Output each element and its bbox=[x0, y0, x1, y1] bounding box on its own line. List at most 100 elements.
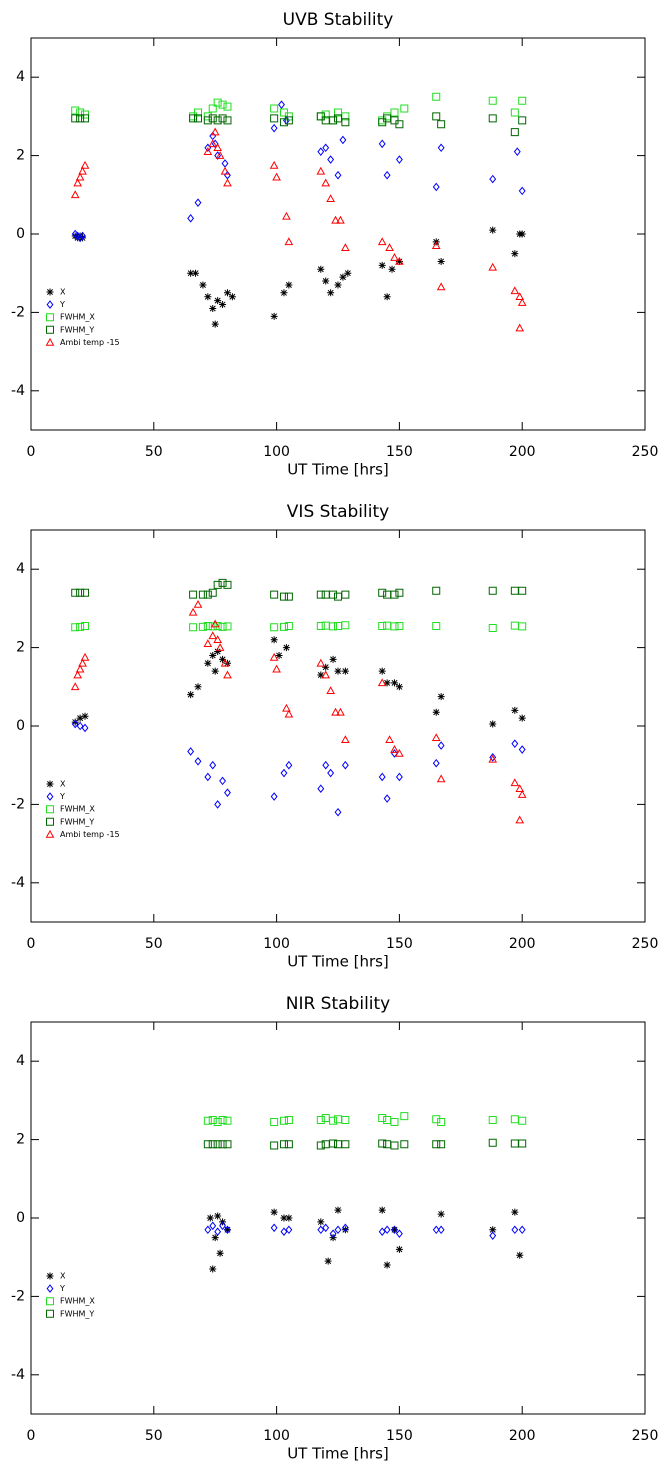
data-point bbox=[510, 1139, 519, 1148]
data-point bbox=[203, 639, 213, 647]
data-point bbox=[329, 116, 338, 125]
data-point bbox=[377, 678, 387, 687]
data-point bbox=[218, 1116, 227, 1124]
data-point bbox=[189, 590, 198, 599]
data-point bbox=[218, 100, 227, 109]
data-point bbox=[215, 643, 225, 651]
data-point bbox=[488, 114, 497, 123]
data-point bbox=[385, 243, 394, 252]
data-point bbox=[269, 652, 279, 661]
data-point bbox=[81, 114, 90, 123]
data-point bbox=[341, 590, 350, 599]
legend-label: Ambi temp -15 bbox=[60, 338, 120, 347]
data-point bbox=[391, 1225, 398, 1235]
legend-marker bbox=[46, 805, 54, 814]
data-point bbox=[223, 102, 232, 111]
data-point bbox=[395, 1229, 403, 1238]
data-point bbox=[383, 621, 392, 630]
data-point bbox=[317, 265, 325, 273]
data-point bbox=[432, 622, 441, 631]
data-point bbox=[187, 214, 195, 223]
legend-marker bbox=[46, 1297, 54, 1306]
data-point bbox=[279, 592, 288, 601]
x-axis-label: UT Time [hrs] bbox=[287, 461, 389, 479]
data-point bbox=[341, 1116, 350, 1124]
data-point bbox=[188, 607, 198, 616]
data-point bbox=[80, 160, 90, 169]
legend-marker bbox=[45, 829, 55, 838]
data-point bbox=[213, 116, 222, 125]
data-point bbox=[213, 1140, 222, 1149]
data-point bbox=[378, 1139, 387, 1148]
data-point bbox=[208, 631, 218, 640]
data-point bbox=[204, 1225, 212, 1235]
x-tick-label: 250 bbox=[632, 444, 659, 460]
legend-marker bbox=[46, 780, 54, 788]
data-point bbox=[518, 186, 526, 196]
legend-label: Ambi temp -15 bbox=[60, 830, 120, 839]
data-point bbox=[317, 1218, 325, 1226]
data-point bbox=[390, 116, 399, 125]
y-tick-label: -2 bbox=[11, 304, 25, 320]
data-point bbox=[270, 1223, 278, 1233]
x-axis-label: UT Time [hrs] bbox=[287, 1445, 389, 1463]
data-point bbox=[317, 1225, 325, 1235]
data-point bbox=[329, 1139, 338, 1148]
data-point bbox=[208, 114, 217, 123]
data-point bbox=[334, 281, 342, 289]
data-point bbox=[341, 735, 350, 744]
data-point bbox=[75, 172, 85, 181]
data-point bbox=[270, 623, 279, 632]
data-point bbox=[437, 1140, 446, 1149]
data-point bbox=[489, 226, 497, 234]
data-point bbox=[211, 320, 219, 328]
data-point bbox=[377, 237, 387, 246]
data-point bbox=[270, 792, 278, 801]
x-tick-label: 0 bbox=[27, 936, 36, 952]
data-point bbox=[282, 644, 290, 652]
data-point bbox=[79, 231, 87, 241]
data-point bbox=[316, 1116, 325, 1124]
data-point bbox=[511, 250, 519, 258]
data-point bbox=[488, 96, 497, 105]
data-point bbox=[390, 252, 399, 261]
data-point bbox=[280, 1227, 288, 1237]
x-tick-label: 50 bbox=[145, 936, 163, 952]
data-point bbox=[70, 190, 80, 199]
data-point bbox=[383, 794, 391, 803]
y-tick-label: 0 bbox=[16, 226, 25, 242]
data-point bbox=[194, 114, 203, 123]
data-point bbox=[316, 112, 325, 121]
data-point bbox=[327, 289, 335, 297]
data-point bbox=[208, 588, 217, 597]
data-point bbox=[437, 120, 446, 129]
data-point bbox=[284, 592, 293, 601]
data-point bbox=[395, 772, 403, 782]
data-point bbox=[383, 1225, 391, 1235]
legend-label: Y bbox=[59, 300, 65, 309]
data-point bbox=[395, 748, 404, 757]
data-point bbox=[436, 774, 446, 783]
data-point bbox=[510, 108, 519, 117]
data-point bbox=[437, 257, 445, 265]
plot-frame bbox=[30, 1021, 646, 1415]
data-point bbox=[329, 116, 338, 125]
data-point bbox=[270, 590, 279, 599]
data-point bbox=[488, 1138, 497, 1147]
data-point bbox=[71, 106, 80, 115]
data-point bbox=[513, 147, 521, 156]
data-point bbox=[395, 588, 404, 597]
data-point bbox=[221, 159, 229, 168]
data-point bbox=[279, 1140, 288, 1149]
data-point bbox=[213, 635, 223, 644]
data-point bbox=[341, 243, 350, 252]
data-point bbox=[76, 721, 84, 731]
data-point bbox=[270, 1208, 278, 1216]
data-point bbox=[390, 590, 399, 599]
data-point bbox=[219, 301, 227, 309]
data-point bbox=[432, 92, 441, 101]
data-point bbox=[334, 622, 342, 631]
data-point bbox=[432, 1140, 441, 1149]
data-point bbox=[489, 1231, 497, 1240]
data-point bbox=[211, 1234, 219, 1242]
